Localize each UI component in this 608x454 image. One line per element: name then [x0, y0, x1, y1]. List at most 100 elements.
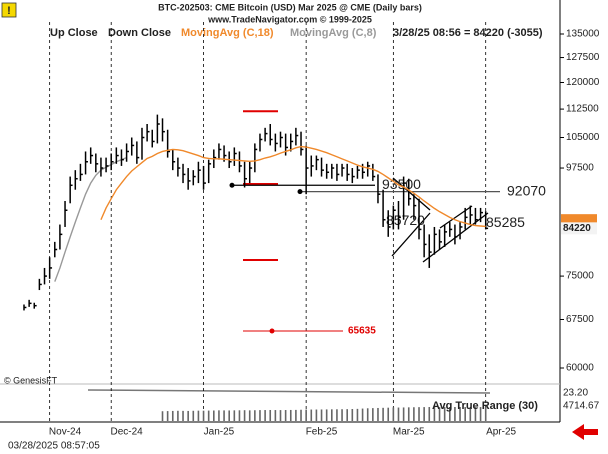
atr-bar	[402, 407, 405, 421]
atr-bar	[269, 409, 272, 421]
last-price-box	[561, 222, 597, 235]
atr-bar	[300, 409, 302, 421]
x-tick-label: Mar-25	[393, 427, 425, 438]
atr-bar	[392, 407, 395, 421]
level-label: 92070	[507, 182, 546, 198]
atr-bar	[202, 410, 205, 421]
atr-bar	[454, 407, 456, 421]
y-tick-label: 67500	[566, 314, 594, 325]
atr-bar	[443, 407, 446, 421]
atr-bar	[310, 409, 313, 421]
atr-bar	[218, 410, 220, 421]
x-tick-label: Feb-25	[306, 427, 338, 438]
atr-bar	[423, 407, 425, 421]
atr-bar	[331, 409, 333, 421]
atr-bar	[428, 407, 431, 421]
atr-bar	[413, 407, 415, 421]
atr-bar	[305, 409, 307, 421]
atr-bar	[295, 409, 297, 421]
scroll-arrow[interactable]	[572, 424, 598, 440]
atr-bar	[336, 409, 338, 421]
atr-bar	[361, 408, 364, 421]
y-tick-label: 97500	[566, 163, 594, 174]
atr-bar	[289, 409, 292, 421]
legend-entry: MovingAvg (C,8)	[290, 27, 377, 39]
legend-down: Down Close	[108, 27, 171, 39]
y-tick-label: 60000	[566, 363, 594, 374]
x-tick-label: Nov-24	[49, 427, 82, 438]
atr-bar	[171, 410, 174, 421]
x-tick-label: Dec-24	[110, 427, 143, 438]
x-tick-label: Jan-25	[204, 427, 235, 438]
atr-line-label: 23.20	[563, 388, 588, 399]
svg-text:!: !	[7, 5, 11, 17]
atr-bar	[279, 410, 282, 421]
y-tick-label: 135000	[566, 29, 600, 40]
y-tick-label: 127500	[566, 52, 600, 63]
atr-bar	[356, 408, 359, 421]
atr-bar	[182, 410, 184, 421]
atr-bar	[407, 407, 410, 421]
atr-bar	[315, 409, 318, 421]
y-tick-label: 112500	[566, 104, 599, 115]
atr-bar	[207, 410, 210, 421]
chart-subtitle: www.TradeNavigator.com © 1999-2025	[207, 14, 372, 24]
moving-average	[54, 156, 127, 282]
chart-title: BTC-202503: CME Bitcoin (USD) Mar 2025 @…	[158, 2, 422, 12]
atr-bar	[351, 409, 354, 421]
atr-bar	[284, 410, 287, 421]
atr-bar	[197, 410, 200, 421]
y-tick-label: 75000	[566, 271, 594, 282]
timestamp: 03/28/2025 08:57:05	[8, 441, 100, 452]
atr-bar	[448, 407, 451, 421]
atr-bar	[248, 410, 251, 421]
atr-bar	[464, 407, 466, 421]
moving-average	[100, 145, 486, 228]
legend-entry: MovingAvg (C,18)	[181, 27, 274, 39]
y-tick-label: 105000	[566, 132, 600, 143]
atr-bar	[233, 410, 236, 421]
atr-bar	[177, 410, 179, 421]
red-target-dot	[269, 328, 275, 334]
atr-bar	[187, 410, 189, 421]
atr-bar	[264, 410, 266, 421]
atr-bar	[372, 408, 374, 421]
atr-bar	[238, 410, 241, 421]
atr-bar	[438, 407, 441, 421]
level-label: 85720	[386, 212, 425, 228]
atr-bar	[228, 410, 230, 421]
warning-icon: !	[1, 2, 17, 18]
atr-bar	[387, 407, 390, 421]
atr-bar	[213, 410, 215, 421]
level-dot	[297, 189, 303, 195]
atr-bar	[459, 407, 461, 421]
atr-bar	[166, 411, 169, 421]
level-dot	[229, 182, 235, 188]
atr-line	[87, 389, 491, 394]
x-tick-label: Apr-25	[486, 427, 516, 438]
atr-bar	[223, 410, 225, 421]
atr-bar	[474, 407, 477, 421]
atr-bar	[161, 411, 164, 421]
atr-bar	[325, 409, 328, 421]
atr-bar	[479, 407, 482, 421]
atr-bar	[377, 407, 379, 421]
atr-bar	[320, 409, 323, 421]
atr-bar	[469, 407, 472, 421]
atr-bar	[192, 410, 195, 421]
last-price-label: 84220	[563, 223, 591, 234]
atr-bar	[243, 410, 246, 421]
atr-value-label: 4714.67	[563, 401, 600, 412]
atr-label: Avg True Range (30)	[432, 400, 538, 412]
watermark: © GenesisFT	[4, 375, 58, 385]
atr-bar	[346, 409, 348, 421]
atr-bar	[418, 407, 420, 421]
atr-bar	[254, 410, 256, 421]
atr-bar	[433, 407, 436, 421]
atr-bar	[366, 408, 369, 421]
atr-bar	[484, 407, 487, 421]
atr-bar	[259, 410, 261, 421]
atr-bar	[341, 409, 343, 421]
